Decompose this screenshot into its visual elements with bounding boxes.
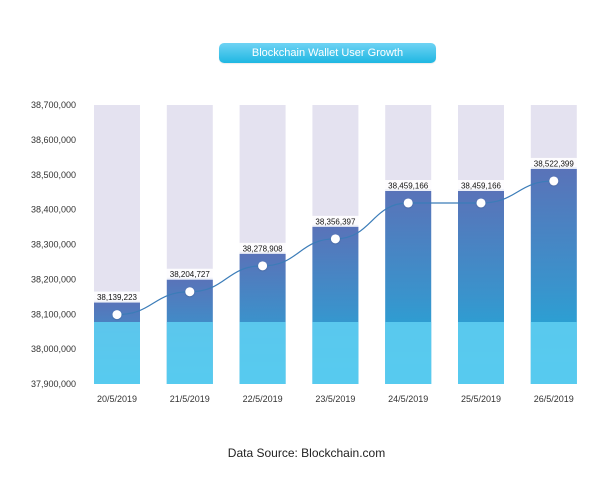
data-label-background	[456, 179, 506, 191]
x-tick-label: 23/5/2019	[315, 394, 355, 404]
data-point-marker	[112, 310, 122, 320]
x-tick-label: 24/5/2019	[388, 394, 428, 404]
data-label: 38,459,166	[388, 181, 429, 190]
chart-title: Blockchain Wallet User Growth	[219, 43, 436, 63]
data-point-marker	[330, 234, 340, 244]
data-label-background	[383, 179, 434, 191]
bar-base-band	[312, 322, 359, 384]
bar-base-band	[166, 322, 213, 384]
y-axis: 37,900,000 38,000,000 38,100,000 38,200,000…	[31, 100, 76, 389]
x-tick-label: 22/5/2019	[243, 394, 283, 404]
y-tick-label: 38,200,000	[31, 274, 76, 284]
y-tick-label: 38,400,000	[31, 205, 76, 215]
data-label-background	[164, 268, 215, 280]
data-label: 38,139,223	[97, 293, 138, 302]
data-label: 38,459,166	[461, 181, 502, 190]
bar-base-band	[458, 322, 504, 384]
bar-base-band	[385, 322, 432, 384]
data-point-marker	[549, 176, 559, 186]
bar-base-band	[94, 322, 140, 384]
data-point-marker	[403, 198, 413, 208]
x-axis: 20/5/2019 21/5/2019 22/5/2019 23/5/2019 24/5…	[97, 394, 574, 404]
y-tick-label: 38,500,000	[31, 170, 76, 180]
x-tick-label: 20/5/2019	[97, 394, 137, 404]
data-source-note: Data Source: Blockchain.com	[227, 446, 386, 460]
data-label: 38,278,908	[243, 244, 284, 253]
bar-base-band	[530, 322, 577, 384]
data-label-background	[237, 242, 288, 254]
trend-line: 38,139,223 38,204,727 38,278,908 38,356,397…	[92, 157, 579, 320]
data-point-marker	[258, 261, 268, 271]
data-label-background	[528, 157, 579, 169]
data-label: 38,204,727	[170, 270, 211, 279]
bar-base-band	[239, 322, 286, 384]
data-point-marker	[476, 198, 486, 208]
data-label-background	[92, 291, 142, 303]
data-label: 38,522,399	[534, 159, 575, 168]
x-tick-label: 25/5/2019	[461, 394, 501, 404]
bars	[94, 105, 577, 384]
x-tick-label: 21/5/2019	[170, 394, 210, 404]
y-tick-label: 38,600,000	[31, 135, 76, 145]
y-tick-label: 38,100,000	[31, 309, 76, 319]
data-point-marker	[185, 287, 195, 297]
y-tick-label: 38,000,000	[31, 344, 76, 354]
y-tick-label: 37,900,000	[31, 379, 76, 389]
y-tick-label: 38,700,000	[31, 100, 76, 110]
y-tick-label: 38,300,000	[31, 240, 76, 250]
x-tick-label: 26/5/2019	[534, 394, 574, 404]
data-label: 38,356,397	[315, 217, 356, 226]
data-label-background	[310, 215, 361, 227]
